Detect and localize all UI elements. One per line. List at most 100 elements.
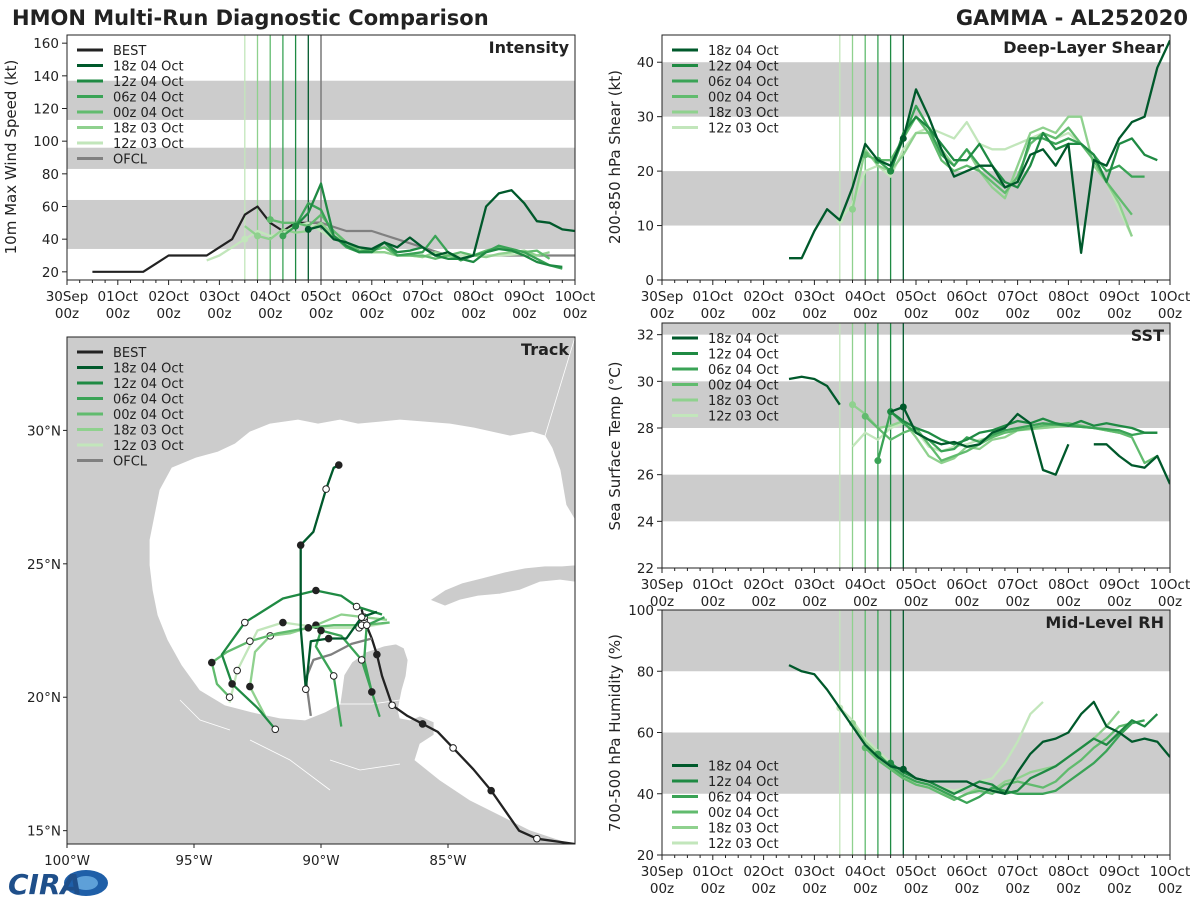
rh-xtick-day-8: 08Oct — [1048, 864, 1089, 880]
intensity-legend-label-12z-04-oct: 12z 04 Oct — [113, 75, 184, 90]
shear-xtick-day-4: 04Oct — [845, 289, 886, 305]
sst-xtick-hour-7: 00z — [1005, 594, 1029, 610]
rh-init-dot-18z-04-oct — [899, 765, 907, 773]
rh-xtick-day-4: 04Oct — [845, 864, 886, 880]
track-point-12z-04-oct-3 — [312, 586, 320, 595]
sst-init-dot-18z-03-oct — [849, 401, 856, 409]
sst-xtick-day-8: 08Oct — [1048, 577, 1089, 593]
intensity-init-dot-18z-03-oct — [254, 232, 261, 240]
rh-xtick-hour-7: 00z — [1005, 881, 1029, 897]
sst-xtick-day-3: 03Oct — [794, 577, 835, 593]
intensity-xtick-hour-2: 00z — [156, 306, 180, 322]
shear-xtick-hour-1: 00z — [701, 306, 725, 322]
shear-legend-label-00z-04-oct: 00z 04 Oct — [708, 91, 779, 106]
rh-series-12z-04-oct — [889, 713, 1159, 795]
sst-xtick-day-10: 10Oct — [1150, 577, 1191, 593]
rh-legend-label-00z-04-oct: 00z 04 Oct — [708, 806, 779, 821]
rh-xtick-hour-9: 00z — [1107, 881, 1131, 897]
sst-xtick-hour-5: 00z — [904, 594, 928, 610]
sst-legend-label-12z-03-oct: 12z 03 Oct — [708, 410, 779, 425]
shear-xtick-day-0: 30Sep — [641, 289, 684, 305]
track-point-12z-04-oct-7 — [228, 680, 236, 688]
intensity-ytick-label-40: 40 — [42, 232, 59, 248]
shear-xtick-day-2: 02Oct — [743, 289, 784, 305]
intensity-xtick-day-10: 10Oct — [555, 289, 596, 305]
shear-xtick-day-1: 01Oct — [693, 289, 734, 305]
track-title: Track — [521, 340, 569, 359]
track-xtick-label-95: 95°W — [175, 853, 212, 869]
shear-init-dot-18z-03-oct — [849, 205, 856, 213]
sst-legend-label-18z-03-oct: 18z 03 Oct — [708, 394, 779, 409]
rh-ytick-label-20: 20 — [637, 848, 654, 864]
shear-xtick-hour-6: 00z — [955, 306, 979, 322]
intensity-legend-label-06z-04-oct: 06z 04 Oct — [113, 91, 184, 106]
track-point-18z-04-oct-11 — [334, 461, 343, 469]
shear-ytick-label-20: 20 — [637, 164, 654, 180]
track-point-12z-04-oct-9 — [271, 725, 280, 734]
track-point-best-7 — [418, 720, 427, 728]
track-series-00z-04-oct — [210, 621, 390, 698]
sst-init-dot-00z-04-oct — [861, 412, 869, 420]
track-point-12z-04-oct-5 — [241, 618, 249, 627]
rh-xtick-day-9: 09Oct — [1099, 864, 1140, 880]
intensity-xtick-hour-10: 00z — [563, 306, 587, 322]
sst-title: SST — [1131, 326, 1164, 345]
rh-band-1 — [662, 610, 1170, 672]
intensity-xtick-hour-9: 00z — [512, 306, 536, 322]
intensity-title: Intensity — [489, 38, 570, 57]
sst-xtick-day-0: 30Sep — [641, 577, 684, 593]
sst-xtick-day-6: 06Oct — [947, 577, 988, 593]
track-point-06z-04-oct-9 — [329, 672, 338, 680]
track-point-18z-04-oct-9 — [322, 485, 330, 493]
shear-series-18z-04-oct — [789, 39, 1170, 260]
cuba-land — [429, 564, 575, 607]
intensity-xtick-hour-6: 00z — [360, 306, 384, 322]
sst-ytick-label-32: 32 — [637, 328, 654, 344]
intensity-ytick-label-80: 80 — [42, 167, 59, 183]
track-legend-label-best: BEST — [113, 346, 146, 361]
sst-ytick-label-22: 22 — [637, 561, 654, 577]
yucatan-detail — [179, 699, 401, 791]
sst-xtick-day-5: 05Oct — [896, 577, 937, 593]
intensity-series-06z-04-oct — [282, 202, 563, 270]
shear-xtick-day-6: 06Oct — [947, 289, 988, 305]
sst-xtick-hour-3: 00z — [802, 594, 826, 610]
sst-xtick-day-9: 09Oct — [1099, 577, 1140, 593]
shear-xtick-hour-9: 00z — [1107, 306, 1131, 322]
rh-xtick-day-6: 06Oct — [947, 864, 988, 880]
track-xtick-label-90: 90°W — [302, 853, 339, 869]
track-point-12z-04-oct-1 — [352, 602, 361, 611]
intensity-xtick-hour-0: 00z — [55, 306, 79, 322]
sst-series-12z-04-oct — [889, 410, 1158, 446]
intensity-ylabel: 10m Max Wind Speed (kt) — [2, 60, 20, 255]
sst-frame — [661, 322, 1171, 569]
intensity-xtick-hour-5: 00z — [309, 306, 333, 322]
sst-ytick-label-26: 26 — [637, 468, 654, 484]
intensity-xtick-day-6: 06Oct — [352, 289, 393, 305]
sst-series-18z-04-oct — [788, 375, 841, 406]
shear-series-18z-03-oct — [851, 115, 1133, 237]
rh-xtick-day-5: 05Oct — [896, 864, 937, 880]
intensity-xtick-day-9: 09Oct — [504, 289, 545, 305]
sst-xtick-hour-4: 00z — [853, 594, 877, 610]
shear-xtick-hour-10: 00z — [1158, 306, 1182, 322]
sst-xtick-day-1: 01Oct — [693, 577, 734, 593]
track-point-12z-03-oct-5 — [233, 666, 241, 675]
track-point-best-5 — [449, 744, 457, 752]
shear-band-0 — [662, 171, 1170, 226]
intensity-xtick-hour-4: 00z — [258, 306, 282, 322]
intensity-xtick-day-7: 07Oct — [402, 289, 443, 305]
rh-ytick-label-80: 80 — [637, 664, 654, 680]
intensity-xtick-day-5: 05Oct — [301, 289, 342, 305]
track-point-18z-04-oct-1 — [357, 613, 366, 621]
rh-xtick-hour-1: 00z — [701, 881, 725, 897]
intensity-xtick-day-0: 30Sep — [46, 289, 89, 305]
track-ytick-label-20: 20°N — [27, 690, 61, 706]
shear-legend-label-18z-04-oct: 18z 04 Oct — [708, 44, 779, 59]
shear-init-dot-12z-04-oct — [887, 167, 895, 175]
intensity-init-dot-12z-04-oct — [292, 222, 300, 230]
